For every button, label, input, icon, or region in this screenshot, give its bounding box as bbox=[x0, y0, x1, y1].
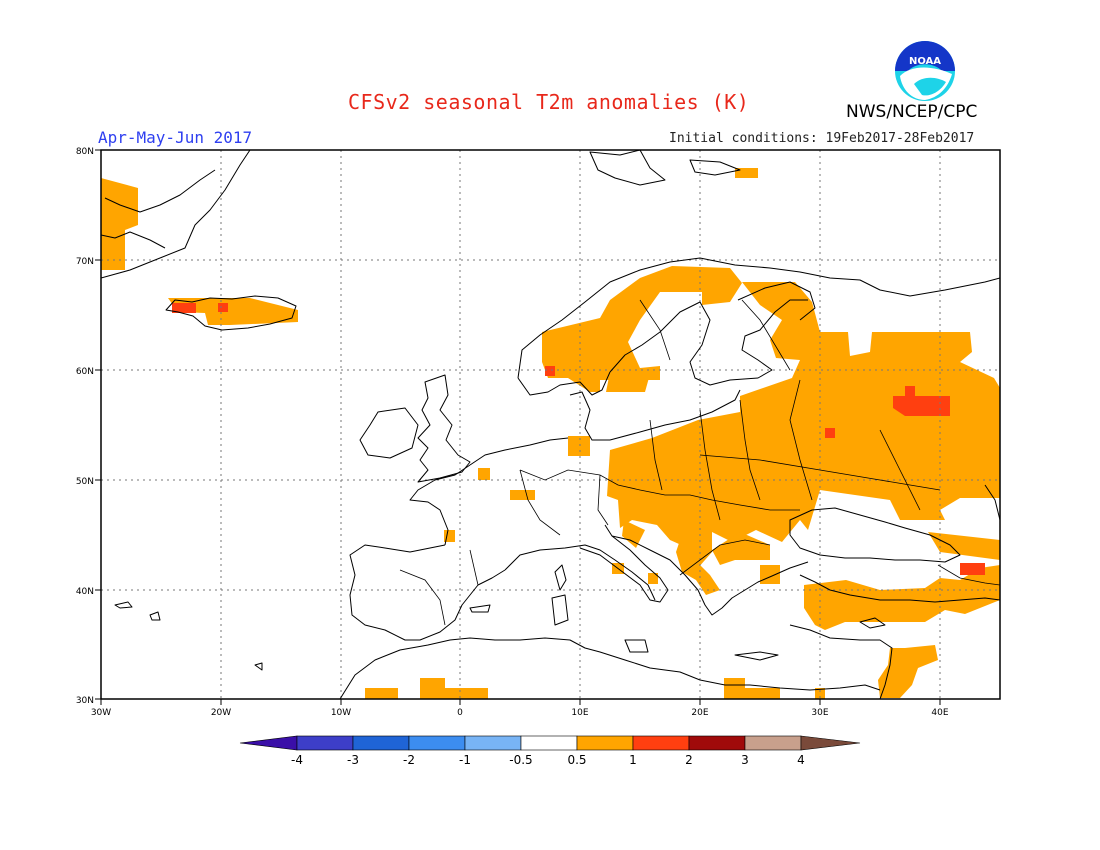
colorbar-box bbox=[688, 735, 746, 751]
colorbar-label: -3 bbox=[347, 753, 359, 767]
colorbar-right-arrow bbox=[800, 735, 861, 751]
colorbar-label: 3 bbox=[741, 753, 749, 767]
colorbar-boxes bbox=[239, 735, 861, 751]
country-borders bbox=[399, 299, 1000, 626]
map-title: CFSv2 seasonal T2m anomalies (K) bbox=[348, 90, 750, 114]
lon-tick-label: 0 bbox=[457, 708, 463, 718]
season-label: Apr-May-Jun 2017 bbox=[98, 128, 253, 147]
colorbar-box bbox=[520, 735, 578, 751]
noaa-logo: NOAA bbox=[895, 41, 955, 101]
lon-tick-label: 10W bbox=[331, 708, 351, 718]
lon-tick-label: 20E bbox=[691, 708, 708, 718]
anomaly-fill-0-5-to-1 bbox=[101, 168, 1000, 699]
colorbar-label: -0.5 bbox=[509, 753, 532, 767]
colorbar-box bbox=[352, 735, 410, 751]
lon-tick-label: 10E bbox=[571, 708, 588, 718]
colorbar-box bbox=[464, 735, 522, 751]
colorbar-box bbox=[408, 735, 466, 751]
colorbar-labels: -4 -3 -2 -1 -0.5 0.5 1 2 3 4 bbox=[291, 753, 805, 767]
noaa-logo-text: NOAA bbox=[909, 56, 941, 67]
colorbar-label: 2 bbox=[685, 753, 693, 767]
lon-tick-label: 30W bbox=[91, 708, 111, 718]
lon-tick-label: 40E bbox=[931, 708, 948, 718]
colorbar-label: 1 bbox=[629, 753, 637, 767]
colorbar-label: -1 bbox=[459, 753, 471, 767]
lat-tick-label: 30N bbox=[76, 696, 94, 706]
colorbar-label: -4 bbox=[291, 753, 303, 767]
colorbar-left-arrow bbox=[239, 735, 298, 751]
lat-tick-label: 60N bbox=[76, 367, 94, 377]
lat-tick-label: 40N bbox=[76, 587, 94, 597]
initial-conditions-label: Initial conditions: 19Feb2017-28Feb2017 bbox=[669, 131, 975, 146]
colorbar-box bbox=[744, 735, 802, 751]
colorbar-label: 4 bbox=[797, 753, 805, 767]
lat-tick-label: 80N bbox=[76, 147, 94, 157]
coastlines bbox=[101, 150, 1000, 699]
plot-frame bbox=[100, 149, 1001, 700]
lon-tick-label: 30E bbox=[811, 708, 828, 718]
colorbar-box bbox=[296, 735, 354, 751]
colorbar-box bbox=[632, 735, 690, 751]
colorbar-label: -2 bbox=[403, 753, 415, 767]
lon-tick-label: 20W bbox=[211, 708, 231, 718]
lat-tick-label: 70N bbox=[76, 257, 94, 267]
colorbar-label: 0.5 bbox=[567, 753, 586, 767]
colorbar-box bbox=[576, 735, 634, 751]
axis-ticks bbox=[95, 149, 941, 705]
graticule bbox=[101, 150, 1000, 699]
lat-tick-label: 50N bbox=[76, 477, 94, 487]
anomaly-fill-1-to-2 bbox=[172, 303, 985, 575]
agency-label: NWS/NCEP/CPC bbox=[846, 102, 978, 122]
